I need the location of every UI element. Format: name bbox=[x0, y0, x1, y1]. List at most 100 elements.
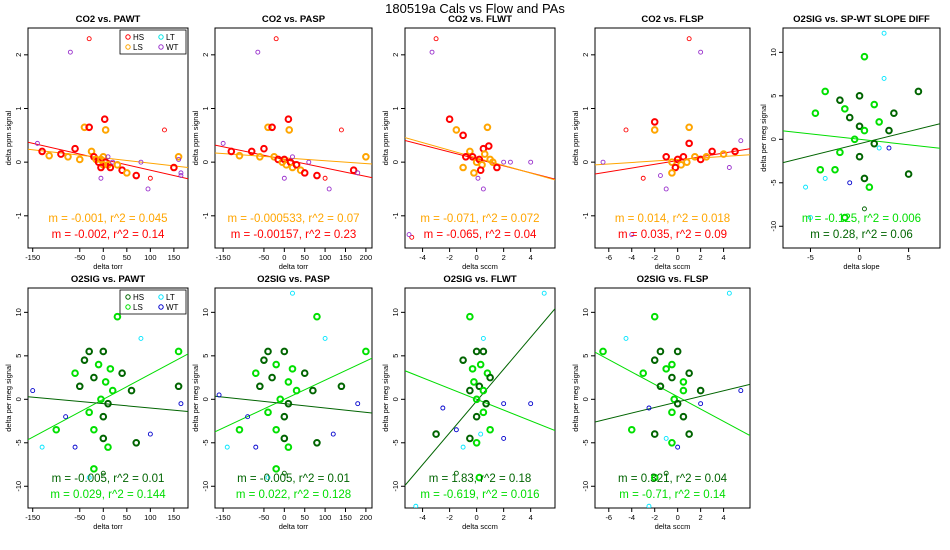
x-tick-label: -50 bbox=[259, 253, 270, 262]
x-tick-label: 0 bbox=[857, 253, 861, 262]
y-tick-label: 0 bbox=[391, 397, 400, 401]
data-point bbox=[273, 36, 279, 42]
data-point bbox=[886, 145, 892, 151]
data-point bbox=[870, 100, 879, 109]
data-point bbox=[476, 166, 485, 174]
data-point bbox=[472, 395, 481, 404]
data-point bbox=[685, 139, 693, 148]
panel-co2-flwt: CO2 vs. FLWT -4 -2 0 2 4 -1 0 1 2 delta sccm delta … bbox=[381, 14, 556, 271]
data-point bbox=[268, 123, 276, 132]
x-axis-label: delta sccm bbox=[462, 262, 498, 271]
data-point bbox=[127, 386, 136, 395]
plot-frame bbox=[27, 27, 189, 249]
data-point bbox=[668, 360, 676, 369]
x-axis-label: delta torr bbox=[93, 522, 123, 531]
data-point bbox=[106, 163, 115, 172]
x-tick-label: -4 bbox=[419, 513, 426, 522]
x-tick-label: -2 bbox=[651, 513, 658, 522]
x-tick-label: -5 bbox=[807, 253, 814, 262]
data-point bbox=[355, 401, 361, 407]
data-point bbox=[673, 155, 682, 164]
x-tick-label: -4 bbox=[628, 513, 635, 522]
legend-box bbox=[119, 289, 187, 315]
data-point bbox=[281, 175, 287, 181]
data-point bbox=[671, 163, 680, 172]
data-point bbox=[478, 431, 484, 437]
data-point bbox=[696, 155, 705, 164]
x-tick-label: 0 bbox=[475, 253, 479, 262]
legend-label: LS bbox=[133, 43, 143, 52]
data-point bbox=[836, 96, 844, 104]
y-axis-label: delta per meg signal bbox=[571, 364, 580, 432]
x-tick-label: -4 bbox=[628, 253, 635, 262]
x-tick-label: -150 bbox=[25, 253, 40, 262]
panel-co2-flsp: CO2 vs. FLSP -6 -4 -2 0 2 4 -1 0 1 2 delta sccm delt… bbox=[571, 14, 751, 271]
data-point bbox=[821, 87, 829, 96]
data-point bbox=[679, 412, 688, 421]
x-axis-label: delta slope bbox=[843, 262, 879, 271]
data-point bbox=[726, 290, 732, 296]
data-point bbox=[501, 159, 507, 165]
data-point bbox=[470, 378, 478, 386]
fit-annotation: m = -0.005, r^2 = 0.01 bbox=[52, 473, 165, 485]
data-point bbox=[850, 135, 859, 144]
figure-title: 180519a Cals vs Flow and PAs bbox=[385, 1, 565, 16]
data-point bbox=[45, 151, 53, 160]
data-point bbox=[326, 186, 332, 192]
data-point bbox=[885, 126, 893, 135]
fit-annotation: m = -0.71, r^2 = 0.14 bbox=[619, 489, 726, 501]
y-tick-label: 1 bbox=[581, 106, 590, 110]
data-point bbox=[847, 180, 853, 186]
data-point bbox=[86, 36, 92, 42]
data-point bbox=[290, 154, 295, 160]
x-tick-label: 4 bbox=[529, 513, 533, 522]
data-point bbox=[640, 175, 646, 181]
fit-line bbox=[28, 353, 188, 441]
data-point bbox=[113, 161, 122, 169]
legend-label: WT bbox=[166, 43, 179, 52]
data-point bbox=[132, 171, 141, 180]
data-point bbox=[362, 152, 370, 161]
data-point bbox=[480, 335, 486, 341]
data-point bbox=[861, 206, 867, 212]
y-tick-label: -5 bbox=[14, 439, 23, 446]
data-point bbox=[174, 382, 183, 391]
points bbox=[34, 36, 184, 192]
panel-o2sig-pasp: O2SIG vs. PASP-150 -50 0 50 100 150 200-10-505… bbox=[191, 274, 373, 531]
y-tick-label: 10 bbox=[581, 308, 590, 316]
data-point bbox=[646, 503, 652, 508]
y-axis-label: delta per meg signal bbox=[759, 104, 768, 172]
fit-annotation: m = -0.001, r^2 = 0.045 bbox=[48, 213, 167, 225]
data-point bbox=[284, 378, 293, 386]
data-point bbox=[101, 126, 110, 134]
data-point bbox=[656, 382, 665, 391]
data-point bbox=[86, 475, 92, 481]
data-point bbox=[486, 425, 494, 434]
y-tick-label: 2 bbox=[14, 53, 23, 57]
data-point bbox=[459, 163, 467, 172]
chart-title: O2SIG vs. PASP bbox=[257, 274, 330, 285]
data-point bbox=[479, 386, 488, 395]
data-point bbox=[52, 425, 61, 434]
data-point bbox=[483, 123, 492, 132]
data-point bbox=[280, 434, 289, 443]
data-point bbox=[99, 347, 108, 356]
data-point bbox=[85, 347, 93, 356]
data-point bbox=[668, 373, 676, 382]
data-point bbox=[486, 155, 494, 164]
data-point bbox=[677, 161, 685, 169]
y-axis-label: delta per meg signal bbox=[191, 364, 200, 432]
data-point bbox=[71, 369, 79, 378]
data-point bbox=[220, 140, 226, 146]
data-point bbox=[313, 312, 321, 321]
data-point bbox=[673, 399, 682, 408]
plot-frame bbox=[404, 287, 556, 509]
data-point bbox=[803, 184, 809, 190]
data-point bbox=[440, 405, 446, 411]
fit-annotation: m = -0.125, r^2 = 0.006 bbox=[802, 213, 921, 225]
fit-line bbox=[595, 148, 750, 175]
data-point bbox=[855, 92, 864, 100]
x-tick-label: 0 bbox=[676, 253, 680, 262]
